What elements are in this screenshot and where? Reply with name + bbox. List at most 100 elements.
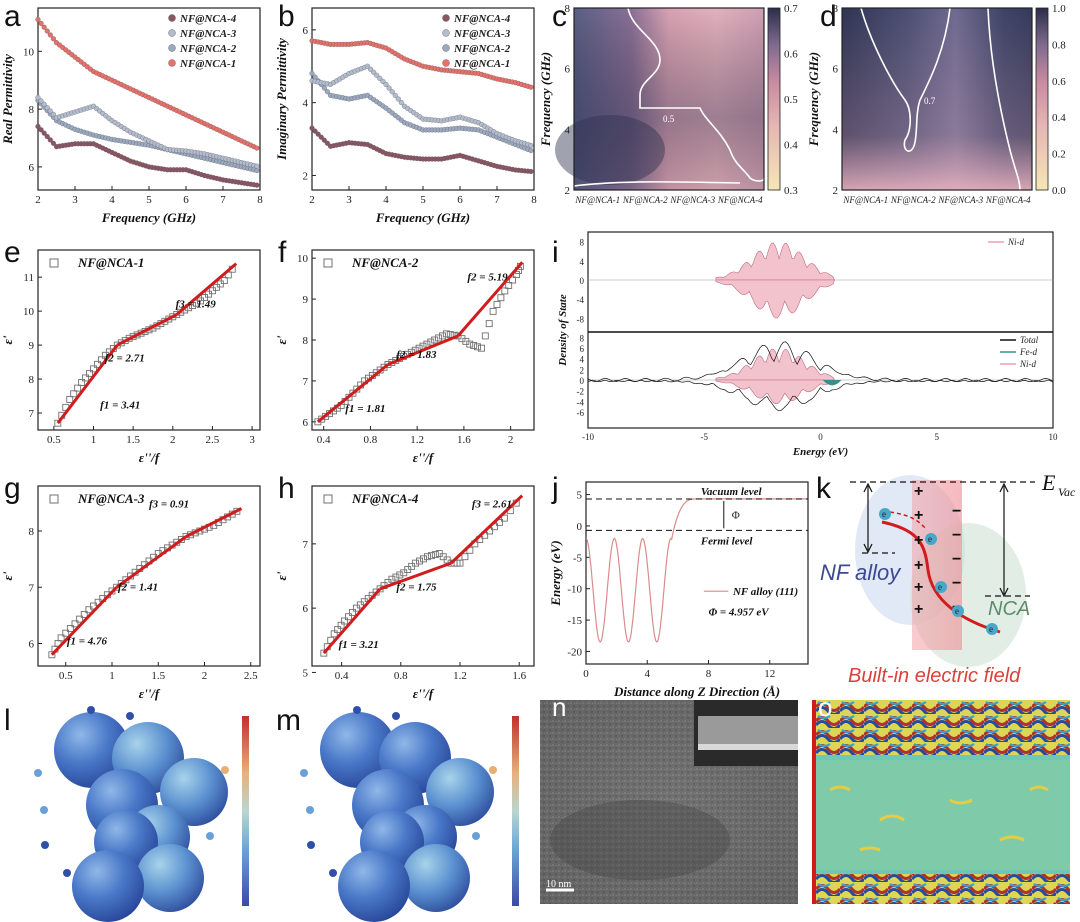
chart-h-point (388, 575, 396, 583)
chart-e-ytick-label: 10 (23, 306, 35, 318)
chart-i-bottom-ytick-label: 6 (580, 344, 585, 354)
svg-text:+: + (914, 601, 923, 618)
chart-g-ytick-label: 8 (29, 526, 35, 538)
chart-f-point (485, 320, 493, 328)
svg-text:−: − (952, 575, 961, 592)
chart-e-xlabel: ε''/f (139, 450, 161, 465)
chart-e-xtick-label: 0.5 (47, 434, 61, 446)
chart-i-bottom-ytick-label: -2 (577, 387, 585, 397)
sphere (426, 758, 494, 826)
chart-h-fit-line (379, 561, 452, 591)
chart-b-xtick-label: 6 (457, 194, 463, 206)
heatmap-c-ytick-label: 4 (565, 124, 571, 136)
chart-a-ytick-label: 6 (29, 162, 35, 174)
chart-g-xtick-label: 2 (202, 670, 208, 682)
chart-a-xtick-label: 3 (72, 194, 78, 206)
chart-f-xtick-label: 1.2 (410, 434, 424, 446)
svg-text:−: − (952, 503, 961, 520)
strain-features (829, 785, 1049, 852)
chart-e-point (220, 277, 228, 285)
chart-b-point (377, 75, 383, 81)
chart-a-point (35, 95, 41, 101)
sphere (320, 712, 396, 788)
heatmap-d: 0.7 (841, 7, 1049, 191)
chart-g-fit-label: f1 = 4.76 (67, 635, 108, 647)
chart-j-xtick-label: 8 (706, 668, 712, 680)
chart-i-bottom-legend-label: Total (1020, 335, 1039, 345)
chart-f-fit-line (316, 363, 389, 423)
chart-h-fit-line (322, 587, 382, 655)
chart-e-point (94, 360, 101, 368)
chart-a-xlabel: Frequency (GHz) (101, 210, 196, 225)
heatmap-d-category: NF@NCA-1 (842, 195, 888, 205)
chart-g-ylabel: ε' (0, 571, 15, 580)
chart-h-point (341, 617, 349, 625)
chart-e-point (78, 379, 86, 386)
chart-j-phi-symbol: Φ (732, 510, 740, 522)
chart-a-legend-marker (168, 59, 176, 67)
chart-i-bottom-legend-label: Ni-d (1019, 359, 1037, 369)
chart-f-point (466, 340, 474, 348)
chart-a-point (35, 123, 41, 129)
chart-i-bottom-ytick-label: 0 (580, 376, 585, 386)
chart-b-point (528, 142, 534, 148)
chart-g-point (66, 625, 74, 632)
chart-e-legend-marker (49, 258, 59, 268)
negative-charges: −−− −− (952, 503, 961, 616)
chart-g-point (62, 629, 70, 637)
chart-i-frame (587, 231, 1054, 429)
chart-b-legend-marker (442, 44, 450, 52)
heatmap-c-category: NF@NCA-1 (574, 195, 620, 205)
chart-g-point (76, 615, 84, 623)
chart-h-point (416, 557, 423, 565)
chart-h-ylabel: ε' (274, 571, 289, 580)
chart-b-point (398, 100, 404, 106)
nf-arrowheads (863, 482, 873, 554)
chart-h-point (345, 613, 352, 621)
chart-b-xtick-label: 7 (494, 194, 500, 206)
chart-h-legend-marker (323, 494, 333, 504)
chart-i-ylabel: Density of State (557, 294, 569, 367)
chart-j-vacuum-label: Vacuum level (701, 486, 763, 498)
chart-h-point (330, 630, 338, 638)
chart-a-point (41, 101, 47, 107)
sphere (160, 758, 228, 826)
chart-b-point (383, 81, 389, 87)
chart-b-xtick-label: 3 (346, 194, 352, 206)
chart-g-xtick-label: 0.5 (59, 670, 73, 682)
heatmap-c-ytick-label: 8 (565, 3, 571, 15)
heatmap-c-contour-lower (573, 181, 741, 187)
chart-i-xtick-label: 5 (935, 432, 940, 442)
chart-h-point (427, 552, 435, 560)
heatmap-c: 0.5 (555, 7, 781, 191)
chart-i-fe-d (822, 380, 842, 386)
chart-f-legend-marker (323, 258, 333, 268)
chart-e-fit-label: f1 = 3.41 (100, 399, 140, 411)
chart-a-legend-marker (168, 14, 176, 22)
chart-h-fit-label: f2 = 1.75 (396, 581, 437, 593)
chart-a-point (38, 98, 44, 104)
chart-b-point (374, 72, 380, 78)
chart-e-xtick-label: 2.5 (206, 434, 220, 446)
panel-label-b: b (278, 0, 295, 33)
chart-f-xlabel: ε''/f (413, 450, 435, 465)
chart-i-xtick-label: -5 (701, 432, 709, 442)
panel-label-c: c (552, 0, 567, 33)
chart-b-ytick-label: 2 (303, 170, 309, 182)
chart-b-point (309, 70, 315, 77)
svg-text:−: − (952, 551, 961, 568)
chart-h-xtick-label: 0.8 (394, 670, 408, 682)
chart-e-point (54, 419, 62, 427)
chart-h-point (496, 518, 503, 526)
chart-a-point (38, 127, 44, 133)
chart-i-xtick-label: 10 (1049, 432, 1059, 442)
chart-h-point (500, 514, 508, 522)
chart-f-ytick-label: 7 (303, 376, 309, 388)
nca-label: NCA (988, 598, 1030, 620)
chart-e-fit-line (56, 344, 119, 425)
chart-i-top-legend-label: Ni-d (1007, 237, 1025, 247)
tem-dark-region (550, 800, 730, 880)
chart-a-ytick-label: 10 (23, 46, 35, 58)
chart-j-potential-curve (585, 498, 808, 643)
